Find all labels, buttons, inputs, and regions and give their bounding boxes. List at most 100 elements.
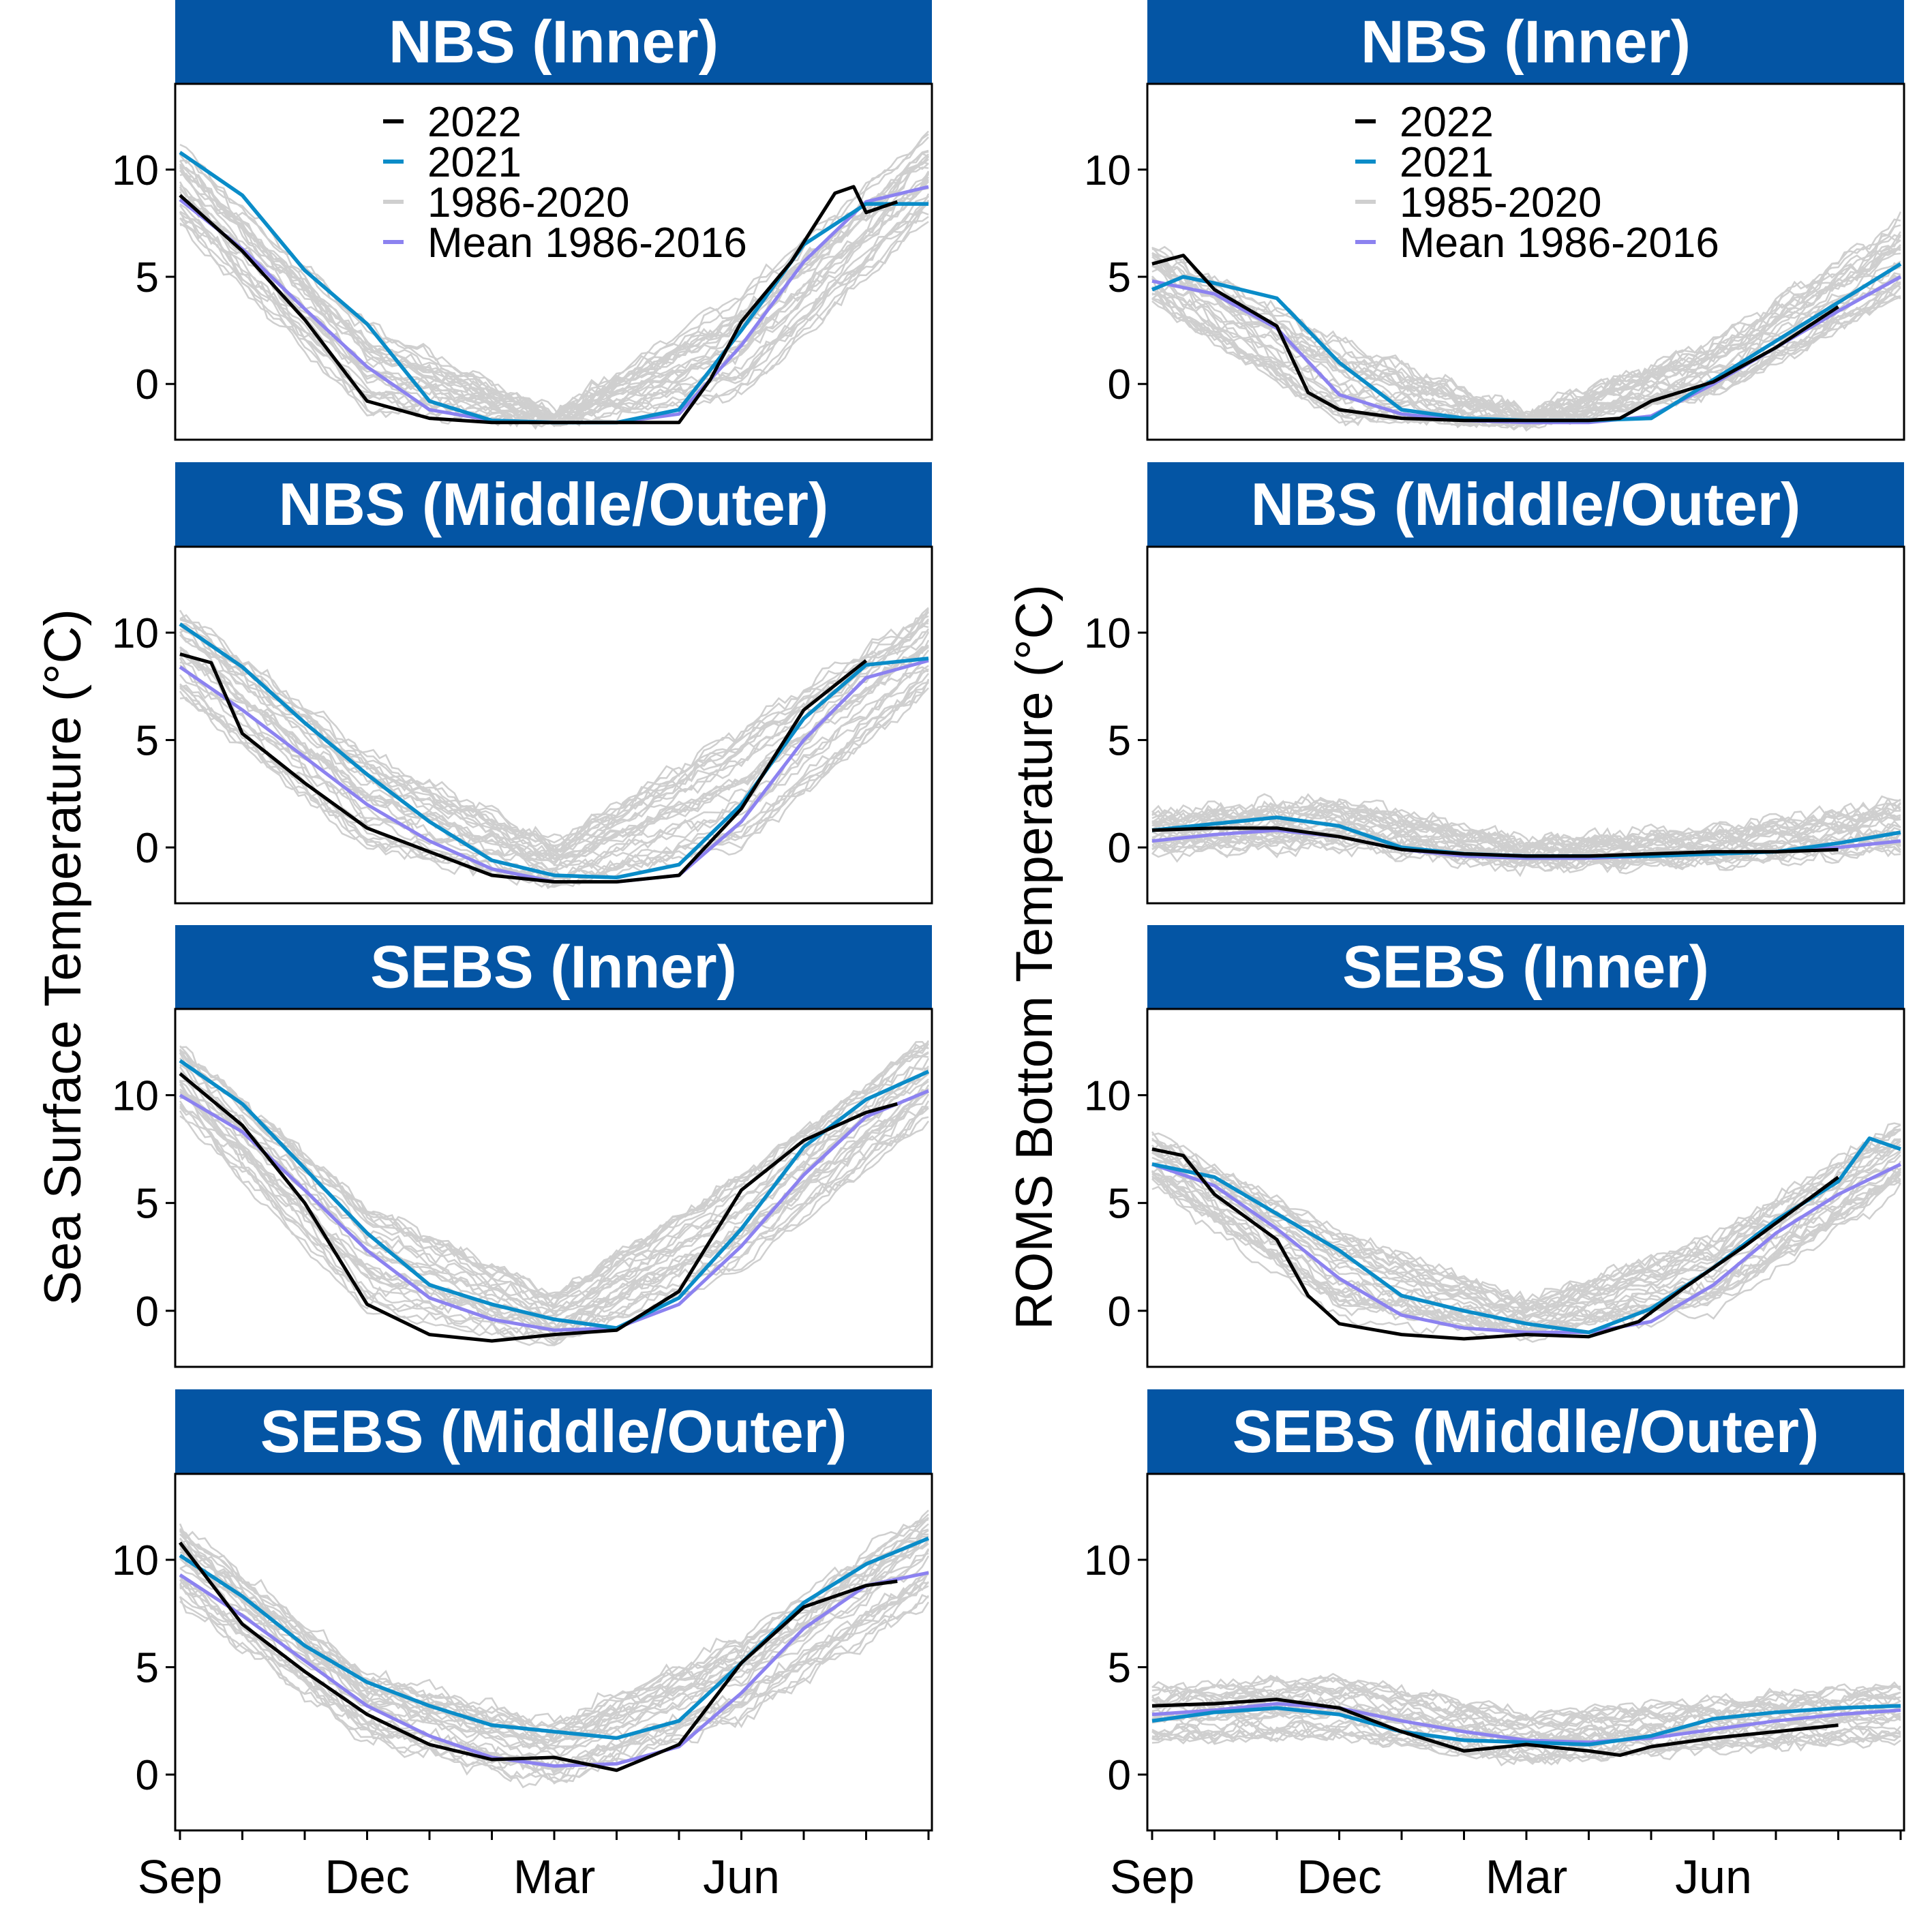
panel-border xyxy=(174,1008,933,1368)
series-2021-line xyxy=(179,622,929,879)
panel-border xyxy=(1146,1008,1905,1368)
historical-series-line xyxy=(179,1596,930,1789)
historical-series-line xyxy=(179,646,929,862)
historical-series-line xyxy=(1151,1672,1901,1723)
y-tick-label: 10 xyxy=(1084,1537,1131,1584)
historical-series-line xyxy=(1151,1717,1901,1761)
series-group xyxy=(179,1509,930,1789)
historical-series-line xyxy=(1151,1682,1901,1730)
y-tick-label: 0 xyxy=(1108,825,1131,872)
historical-series-line xyxy=(179,1089,929,1333)
historical-series-line xyxy=(179,1040,930,1298)
panel-title: SEBS (Middle/Outer) xyxy=(260,1398,847,1465)
panel-title: NBS (Inner) xyxy=(1361,8,1691,76)
historical-series-line xyxy=(1151,1178,1901,1342)
y-tick-label: 10 xyxy=(112,1073,159,1120)
historical-series-line xyxy=(179,1543,929,1747)
historical-series-line xyxy=(1151,830,1901,870)
historical-series-line xyxy=(179,1535,929,1738)
y-tick-label: 5 xyxy=(1108,718,1131,765)
historical-series-line xyxy=(1151,799,1901,855)
y-tick-label: 5 xyxy=(136,254,159,301)
y-tick-label: 5 xyxy=(1108,1645,1131,1692)
series-2022-line xyxy=(179,185,899,425)
panel-title: SEBS (Middle/Outer) xyxy=(1233,1398,1820,1465)
y-tick-label: 10 xyxy=(1084,147,1131,194)
legend-label: Mean 1986-2016 xyxy=(1400,220,1719,267)
panel-strip xyxy=(1147,1389,1904,1474)
historical-series-line xyxy=(1151,1710,1901,1751)
historical-series-line xyxy=(1151,839,1901,870)
y-tick-label: 0 xyxy=(1108,1288,1131,1335)
historical-series-line xyxy=(179,1106,929,1341)
historical-series-line xyxy=(1151,1727,1901,1765)
panel-border xyxy=(1146,1473,1905,1832)
x-tick-label: Sep xyxy=(1110,1850,1195,1903)
left-y-axis-title: Sea Surface Temperature (°C) xyxy=(34,609,92,1305)
legend-label: 1986-2020 xyxy=(427,179,630,226)
y-tick-label: 0 xyxy=(1108,1752,1131,1799)
series-group xyxy=(179,1040,930,1346)
series-group xyxy=(179,130,930,430)
series-2022-line xyxy=(179,1541,898,1772)
mean-series-line xyxy=(179,1571,929,1768)
y-tick-label: 0 xyxy=(136,1752,159,1799)
y-tick-label: 10 xyxy=(112,147,159,194)
historical-series-line xyxy=(1151,260,1901,429)
historical-series-line xyxy=(179,615,929,851)
panel-border xyxy=(174,545,933,905)
historical-series-line xyxy=(179,1066,929,1319)
panel-right-3: SEBS (Middle/Outer) 0 5 10 Sep Dec Mar Jun xyxy=(1084,1389,1905,1903)
right-y-axis-title: ROMS Bottom Temperature (°C) xyxy=(1006,584,1063,1329)
x-tick-label: Dec xyxy=(324,1850,409,1903)
historical-series-line xyxy=(1151,1128,1901,1308)
historical-series-line xyxy=(179,1555,930,1757)
series-group xyxy=(1151,1672,1901,1767)
y-tick-label: 5 xyxy=(136,1645,159,1692)
historical-series-line xyxy=(179,630,929,853)
historical-series-line xyxy=(179,620,929,847)
historical-series-line xyxy=(179,1057,930,1307)
y-tick-label: 5 xyxy=(1108,254,1131,301)
series-2022-line xyxy=(179,652,868,884)
historical-series-line xyxy=(1151,796,1901,849)
y-tick-label: 5 xyxy=(1108,1181,1131,1228)
panel-title: SEBS (Inner) xyxy=(1342,933,1709,1001)
legend-label: 2021 xyxy=(427,139,522,186)
panel-title: NBS (Middle/Outer) xyxy=(279,470,829,538)
historical-series-line xyxy=(179,1585,929,1777)
series-group xyxy=(179,607,930,890)
historical-series-line xyxy=(1151,286,1901,432)
historical-series-line xyxy=(179,1052,929,1299)
historical-series-line xyxy=(1151,818,1901,858)
historical-series-line xyxy=(179,1509,929,1727)
panel-title: NBS (Middle/Outer) xyxy=(1251,470,1801,538)
legend-label: 1985-2020 xyxy=(1400,179,1602,226)
historical-series-line xyxy=(1151,800,1901,852)
panel-strip xyxy=(175,1389,932,1474)
panel-strip xyxy=(1147,925,1904,1009)
series-2021-line xyxy=(179,1536,930,1740)
y-tick-label: 10 xyxy=(1084,1073,1131,1120)
historical-series-line xyxy=(1151,1721,1901,1759)
historical-series-line xyxy=(179,1539,929,1745)
mean-series-line xyxy=(1151,1162,1902,1334)
series-2021-line xyxy=(179,1059,930,1330)
historical-series-line xyxy=(1151,1122,1901,1310)
y-tick-label: 5 xyxy=(136,718,159,765)
legend-label: Mean 1986-2016 xyxy=(427,220,747,267)
panel-title: SEBS (Inner) xyxy=(370,933,737,1001)
series-2022-line xyxy=(1151,826,1839,858)
historical-series-line xyxy=(179,1115,930,1346)
historical-series-line xyxy=(179,639,930,862)
mean-series-line xyxy=(1151,1702,1901,1745)
x-tick-label: Mar xyxy=(513,1850,596,1903)
series-group xyxy=(1151,1122,1902,1343)
y-tick-label: 10 xyxy=(112,1537,159,1584)
panel-strip xyxy=(1147,462,1904,547)
historical-series-line xyxy=(179,607,929,844)
